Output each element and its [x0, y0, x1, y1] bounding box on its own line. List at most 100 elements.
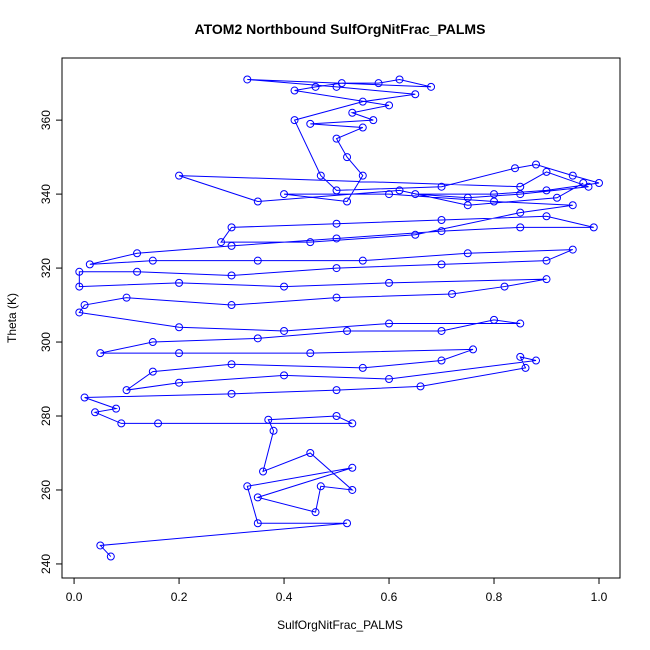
point: [332, 186, 341, 195]
point: [448, 289, 457, 298]
point: [175, 349, 184, 358]
chart-title: ATOM2 Northbound SulfOrgNitFrac_PALMS: [195, 21, 486, 37]
point: [227, 241, 236, 250]
point: [253, 197, 262, 206]
point: [227, 301, 236, 310]
x-tick-label: 0.6: [381, 590, 398, 604]
point: [269, 426, 278, 435]
point: [122, 386, 131, 395]
point: [385, 375, 394, 384]
y-axis-label: Theta (K): [5, 293, 19, 343]
point: [532, 356, 541, 365]
point: [96, 541, 105, 550]
point: [332, 134, 341, 143]
point: [358, 363, 367, 372]
point: [511, 164, 520, 173]
point: [311, 82, 320, 91]
point: [316, 482, 325, 491]
point: [358, 256, 367, 265]
point: [316, 171, 325, 180]
point: [469, 345, 478, 354]
point: [133, 249, 142, 258]
point: [385, 319, 394, 328]
point: [306, 349, 315, 358]
point: [584, 182, 593, 191]
point: [80, 393, 89, 402]
point: [395, 75, 404, 84]
point: [280, 371, 289, 380]
point: [117, 419, 126, 428]
point: [106, 552, 115, 561]
point: [217, 238, 226, 247]
point: [290, 116, 299, 125]
point: [385, 278, 394, 287]
point: [516, 319, 525, 328]
point: [437, 260, 446, 269]
point: [358, 123, 367, 132]
point: [542, 275, 551, 284]
point: [175, 171, 184, 180]
point: [348, 419, 357, 428]
point: [75, 308, 84, 317]
point: [568, 171, 577, 180]
point: [332, 234, 341, 243]
point: [280, 282, 289, 291]
point: [227, 360, 236, 369]
point: [553, 193, 562, 202]
point: [437, 227, 446, 236]
point: [358, 171, 367, 180]
point: [122, 293, 131, 302]
point: [290, 86, 299, 95]
point: [437, 326, 446, 335]
x-tick-label: 1.0: [591, 590, 608, 604]
point: [343, 326, 352, 335]
point: [112, 404, 121, 413]
point: [85, 260, 94, 269]
point: [91, 408, 100, 417]
point: [75, 282, 84, 291]
point: [374, 79, 383, 88]
point: [332, 386, 341, 395]
point: [343, 153, 352, 162]
point: [542, 212, 551, 221]
point: [490, 190, 499, 199]
point: [80, 301, 89, 310]
point: [253, 493, 262, 502]
point: [516, 352, 525, 361]
x-tick-label: 0.4: [276, 590, 293, 604]
point: [243, 75, 252, 84]
point: [416, 382, 425, 391]
point: [516, 182, 525, 191]
y-tick-label: 360: [39, 110, 53, 130]
point: [437, 356, 446, 365]
point: [595, 179, 604, 188]
point: [96, 349, 105, 358]
point: [463, 249, 472, 258]
point: [358, 97, 367, 106]
point: [253, 256, 262, 265]
point: [568, 245, 577, 254]
point: [306, 238, 315, 247]
point: [259, 467, 268, 476]
point: [148, 256, 157, 265]
y-tick-label: 280: [39, 406, 53, 426]
point: [306, 448, 315, 457]
point: [175, 378, 184, 387]
point: [411, 190, 420, 199]
x-tick-label: 0.2: [171, 590, 188, 604]
point: [227, 389, 236, 398]
point: [175, 278, 184, 287]
point: [385, 190, 394, 199]
point: [369, 116, 378, 125]
point: [411, 90, 420, 99]
point: [348, 463, 357, 472]
point: [227, 223, 236, 232]
point: [463, 201, 472, 210]
x-tick-label: 0.8: [486, 590, 503, 604]
point: [243, 482, 252, 491]
point: [568, 201, 577, 210]
point: [337, 79, 346, 88]
y-tick-label: 260: [39, 480, 53, 500]
point: [343, 197, 352, 206]
point: [343, 519, 352, 528]
